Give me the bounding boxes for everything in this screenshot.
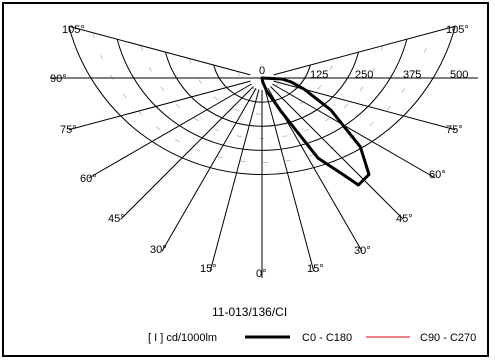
angle-label-right-15: 15°	[307, 263, 324, 275]
angle-label-left-15: 15°	[200, 263, 217, 275]
series-curve-0	[260, 76, 371, 187]
angle-label-left-60: 60°	[80, 173, 97, 185]
grid-spoke-15	[264, 89, 315, 272]
angle-label-left-45: 45°	[108, 213, 125, 225]
angle-label-right-75: 75°	[446, 124, 463, 136]
angle-label-left-105: 105°	[62, 24, 85, 36]
legend-label-c90-c270: C90 - C270	[420, 332, 476, 344]
chart-title: 11-013/136/CI	[212, 305, 287, 319]
angle-label-right-60: 60°	[429, 169, 446, 181]
radial-tick-0: 0	[259, 65, 265, 77]
chart-frame	[2, 2, 489, 357]
angle-label-left-30: 30°	[150, 244, 167, 256]
radial-tick-125: 125	[310, 69, 328, 81]
grid-spoke-60	[272, 83, 436, 179]
grid-spoke--45	[120, 86, 254, 220]
radial-tick-375: 375	[403, 69, 421, 81]
grid-ring-minor-7	[92, 32, 432, 163]
radial-tick-250: 250	[355, 69, 373, 81]
angle-label-left-75: 75°	[60, 124, 77, 136]
grid-spoke--105	[68, 25, 251, 76]
legend-label-c0-c180: C0 - C180	[302, 332, 352, 344]
legend-unit-label: [ I ] cd/1000lm	[148, 332, 217, 344]
grid-spoke--75	[68, 80, 251, 131]
angle-label-right-45: 45°	[396, 213, 413, 225]
series-layer	[260, 76, 371, 187]
grid-spoke--15	[209, 89, 260, 272]
angle-label-0: 0°	[256, 268, 267, 280]
angle-label-right-30: 30°	[354, 245, 371, 257]
grid-spoke--30	[161, 88, 257, 252]
polar-grid	[50, 25, 478, 278]
angle-label-right-105: 105°	[446, 24, 469, 36]
grid-spoke-105	[273, 25, 456, 76]
grid-spoke-45	[270, 86, 404, 220]
grid-spoke--60	[88, 83, 252, 179]
angle-label-left-90: 90°	[50, 73, 67, 85]
radial-tick-500: 500	[450, 69, 468, 81]
